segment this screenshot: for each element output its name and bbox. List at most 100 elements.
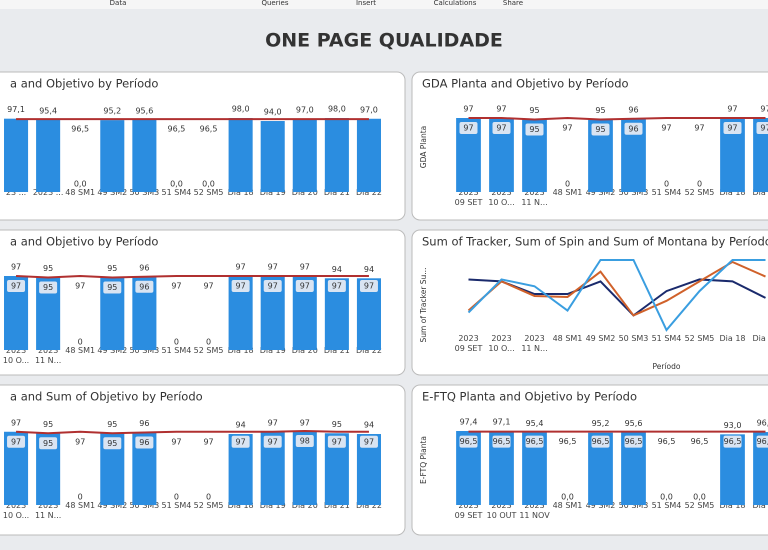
x-tick-label: Dia 18 <box>719 188 746 197</box>
target-label: 96,5 <box>559 437 577 446</box>
x-tick-label-box: 2023 11 N... <box>521 188 548 207</box>
x-tick-label: Dia 19 <box>752 188 768 197</box>
x-tick-label: 2023 10 O... <box>2 346 30 365</box>
target-label-box <box>359 435 378 448</box>
x-tick-label-box: 2023 09 SET <box>455 334 483 353</box>
target-label: 96,5 <box>724 437 742 446</box>
menu-item[interactable]: Share <box>503 0 523 7</box>
target-label: 96,5 <box>592 437 610 446</box>
target-label-box <box>591 435 610 448</box>
menu-item[interactable]: Queries <box>261 0 288 7</box>
panel-title: a and Sum of Objetivo by Período <box>10 390 203 404</box>
x-tick-label: Dia 22 <box>355 346 382 355</box>
x-tick-label-box: 2023 09 SET <box>454 188 483 207</box>
value-label: 97,0 <box>296 105 314 114</box>
target-label: 97 <box>364 437 374 446</box>
target-line <box>468 116 766 121</box>
x-tick-label: 49 SM2 <box>97 501 128 510</box>
target-label: 97 <box>661 124 671 133</box>
value-label: 0 <box>206 493 211 502</box>
x-tick-label-box: 48 SM1 <box>65 346 95 355</box>
x-tick-label: Dia 18 <box>719 501 746 510</box>
value-label: 95 <box>107 264 117 273</box>
x-tick-label: 52 SM5 <box>193 188 224 197</box>
x-tick-label: Dia 22 <box>355 501 382 510</box>
x-tick-label-box: 2023 ... <box>32 188 64 197</box>
value-label: 94 <box>332 265 342 274</box>
target-label: 96,5 <box>625 437 643 446</box>
value-label: 97 <box>268 418 278 427</box>
menu-item[interactable]: Insert <box>356 0 376 7</box>
target-label-box <box>135 280 154 293</box>
x-tick-label: 51 SM4 <box>161 188 192 197</box>
menu-item[interactable]: Data <box>110 0 127 7</box>
x-tick-label: 52 SM5 <box>684 501 715 510</box>
bar <box>292 118 317 192</box>
x-tick-label-box: Dia 19 <box>260 188 286 197</box>
panel-title: a and Objetivo by Período <box>10 77 158 91</box>
target-label-box <box>459 122 478 134</box>
target-label: 95 <box>43 283 53 292</box>
value-label: 95,4 <box>39 106 57 115</box>
target-label: 97 <box>332 437 342 446</box>
x-tick-label-box: 50 SM3 <box>129 188 160 197</box>
menu-item[interactable]: Calculations <box>434 0 477 7</box>
bar <box>228 118 253 192</box>
x-tick-label: Dia 22 <box>355 188 382 197</box>
target-label: 96,5 <box>200 125 218 134</box>
value-label: 98,0 <box>328 105 346 114</box>
value-label: 95,2 <box>592 419 610 428</box>
value-label: 0,0 <box>202 180 215 189</box>
value-label: 97 <box>268 263 278 272</box>
panel-title: GDA Planta and Objetivo by Período <box>422 77 629 91</box>
value-label: 0,0 <box>74 180 87 189</box>
target-label-box <box>525 123 544 136</box>
target-label: 96,5 <box>460 437 478 446</box>
x-tick-label: 48 SM1 <box>552 334 583 343</box>
value-label: 96 <box>628 105 638 114</box>
line-series <box>467 259 766 332</box>
value-label: 0 <box>78 338 83 347</box>
target-label: 97 <box>203 282 213 291</box>
target-label: 97 <box>236 437 246 446</box>
x-tick-label: 2023 10 O... <box>488 334 515 353</box>
target-label-box <box>525 435 544 448</box>
target-label: 97 <box>75 437 85 446</box>
target-label: 97 <box>463 124 473 133</box>
value-label: 95 <box>332 420 342 429</box>
x-tick-label-box: Dia 19 <box>260 346 286 355</box>
value-label: 97 <box>463 105 473 114</box>
target-label: 95 <box>529 125 539 134</box>
x-tick-label-box: Dia 20 <box>292 501 318 510</box>
value-label: 96 <box>139 419 149 428</box>
x-tick-label: 51 SM4 <box>651 501 682 510</box>
value-label: 0,0 <box>693 493 706 502</box>
x-tick-label: 52 SM5 <box>193 346 224 355</box>
x-tick-label: 2023 10 O... <box>488 188 515 207</box>
x-tick-label: 2023 11 N... <box>521 188 548 207</box>
x-tick-label-box: 51 SM4 <box>162 501 192 510</box>
x-tick-label-box: 2023 10 OUT <box>487 501 517 520</box>
value-label: 97 <box>11 418 21 427</box>
x-tick-label: Dia 20 <box>291 346 318 355</box>
x-tick-label: 49 SM2 <box>97 188 128 197</box>
target-label-box <box>295 435 314 447</box>
x-tick-label: 49 SM2 <box>585 501 616 510</box>
x-tick-label-box: 52 SM5 <box>194 501 224 510</box>
target-label-box <box>231 435 250 448</box>
x-tick-label: 2023 ... <box>32 188 64 197</box>
value-label: 0 <box>206 338 211 347</box>
target-label: 96 <box>139 282 149 291</box>
x-tick-label-box: 50 SM3 <box>619 334 649 343</box>
x-tick-label: 2023 09 SET <box>454 188 483 207</box>
x-tick-label-box: Dia 22 <box>355 501 382 510</box>
x-tick-label: Dia 18 <box>227 346 254 355</box>
x-tick-label: 2023 11 N... <box>34 346 62 365</box>
value-label: 95,6 <box>135 106 153 115</box>
x-tick-label: 50 SM3 <box>129 188 160 197</box>
target-label-box <box>624 435 643 448</box>
x-tick-label-box: Dia 18 <box>719 334 745 343</box>
target-label-box <box>103 437 122 450</box>
target-label-box <box>39 281 58 294</box>
